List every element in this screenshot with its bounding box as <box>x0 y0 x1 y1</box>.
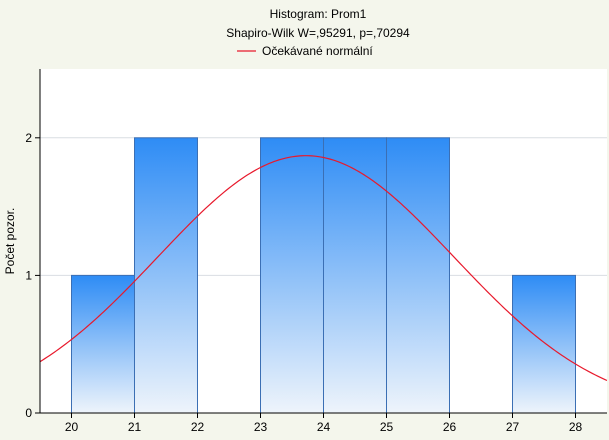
x-tick-label-27: 27 <box>506 420 520 434</box>
legend: Očekávané normální <box>237 44 373 58</box>
x-axis-ticks: 20 21 22 23 24 25 26 27 28 <box>65 413 583 434</box>
x-tick-label-25: 25 <box>380 420 394 434</box>
y-axis-ticks: 0 1 2 <box>25 131 40 420</box>
bar-24-25 <box>323 137 387 414</box>
x-tick-label-24: 24 <box>317 420 331 434</box>
bar-20-21 <box>71 274 135 414</box>
y-tick-label-0: 0 <box>25 406 32 420</box>
y-axis-label: Počet pozor. <box>3 208 17 275</box>
chart-title: Histogram: Prom1 <box>270 7 367 21</box>
x-tick-label-20: 20 <box>65 420 79 434</box>
y-tick-label-1: 1 <box>25 268 32 282</box>
x-tick-label-28: 28 <box>569 420 583 434</box>
y-tick-label-2: 2 <box>25 131 32 145</box>
bar-23-24 <box>260 137 324 414</box>
legend-entry-label: Očekávané normální <box>262 44 373 58</box>
bar-25-26 <box>386 137 450 414</box>
bars <box>71 137 576 414</box>
chart-subtitle: Shapiro-Wilk W=,95291, p=,70294 <box>226 26 410 40</box>
x-tick-label-26: 26 <box>443 420 457 434</box>
x-tick-label-21: 21 <box>128 420 142 434</box>
bar-21-22 <box>134 137 198 414</box>
normal-curve <box>40 155 607 382</box>
x-tick-label-22: 22 <box>191 420 205 434</box>
bar-27-28 <box>512 274 576 414</box>
x-tick-label-23: 23 <box>254 420 268 434</box>
